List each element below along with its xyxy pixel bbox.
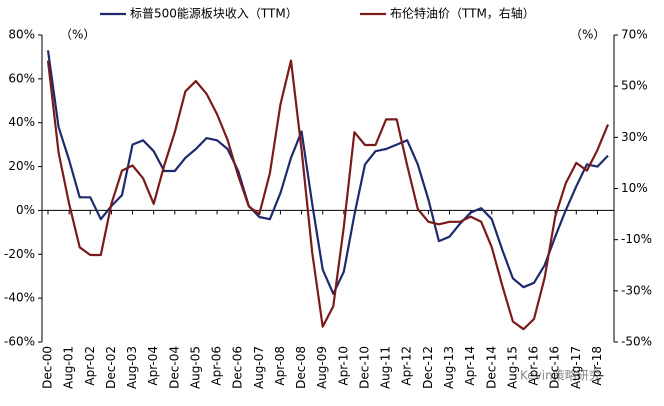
y-tick-label: 40% bbox=[8, 115, 35, 129]
y2-tick-label: 30% bbox=[621, 130, 648, 144]
x-tick-label: Apr-06 bbox=[210, 346, 224, 386]
y-tick-label: 60% bbox=[8, 71, 35, 85]
x-tick-label: Dec-10 bbox=[357, 346, 371, 389]
y-tick-label: 0% bbox=[16, 203, 35, 217]
x-tick-label: Aug-15 bbox=[505, 346, 519, 389]
y2-tick-label: -30% bbox=[621, 283, 652, 297]
legend-label: 标普500能源板块收入（TTM） bbox=[130, 7, 298, 21]
x-tick-label: Aug-13 bbox=[442, 346, 456, 389]
x-tick-label: Apr-04 bbox=[146, 346, 160, 386]
x-tick-label: Dec-16 bbox=[548, 346, 562, 389]
x-tick-label: Aug-11 bbox=[379, 346, 393, 389]
y2-tick-label: -10% bbox=[621, 232, 652, 246]
legend-label: 布伦特油价（TTM，右轴） bbox=[390, 6, 535, 21]
x-tick-label: Dec-08 bbox=[294, 346, 308, 389]
y2-tick-label: 50% bbox=[621, 79, 648, 93]
x-tick-label: Apr-08 bbox=[273, 346, 287, 386]
x-tick-label: Apr-16 bbox=[527, 346, 541, 386]
y-tick-label: -20% bbox=[4, 247, 35, 261]
x-tick-label: Dec-14 bbox=[484, 346, 498, 389]
x-tick-label: Aug-05 bbox=[188, 346, 202, 389]
y-unit-label: （%） bbox=[60, 28, 95, 42]
x-tick-label: Aug-17 bbox=[569, 346, 583, 389]
y-tick-label: 20% bbox=[8, 159, 35, 173]
x-tick-label: Aug-03 bbox=[125, 346, 139, 389]
y-tick-label: -40% bbox=[4, 291, 35, 305]
x-tick-label: Apr-18 bbox=[590, 346, 604, 386]
x-tick-label: Dec-04 bbox=[167, 346, 181, 389]
y2-tick-label: 70% bbox=[621, 28, 648, 42]
x-tick-label: Apr-10 bbox=[336, 346, 350, 386]
y2-tick-label: 10% bbox=[621, 181, 648, 195]
x-tick-label: Apr-12 bbox=[400, 346, 414, 386]
y-tick-label: 80% bbox=[8, 28, 35, 42]
x-tick-label: Dec-06 bbox=[231, 346, 245, 389]
x-tick-label: Apr-14 bbox=[463, 346, 477, 386]
x-tick-label: Apr-02 bbox=[83, 346, 97, 386]
y-tick-label: -60% bbox=[4, 335, 35, 349]
x-tick-label: Dec-00 bbox=[41, 346, 55, 389]
watermark: Kevin策略研究 bbox=[520, 368, 601, 383]
series-line bbox=[46, 50, 609, 295]
y2-unit-label: （%） bbox=[570, 28, 605, 42]
series-line bbox=[46, 59, 610, 331]
x-tick-label: Dec-02 bbox=[104, 346, 118, 389]
x-tick-label: Aug-09 bbox=[315, 346, 329, 389]
y2-tick-label: -50% bbox=[621, 335, 652, 349]
x-tick-label: Aug-07 bbox=[252, 346, 266, 389]
x-tick-label: Dec-12 bbox=[421, 346, 435, 389]
x-tick-label: Aug-01 bbox=[62, 346, 76, 389]
